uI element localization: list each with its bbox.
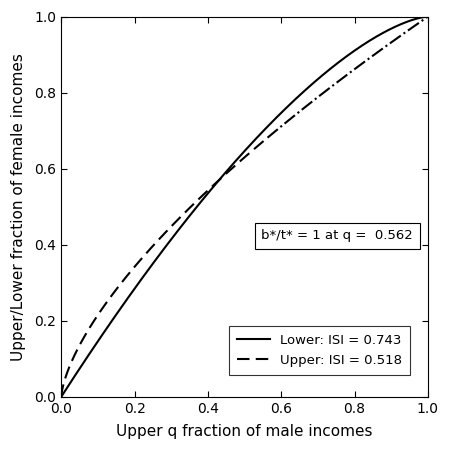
- Legend: Lower: ISI = 0.743, Upper: ISI = 0.518: Lower: ISI = 0.743, Upper: ISI = 0.518: [229, 326, 410, 375]
- Text: b*/t* = 1 at q =  0.562: b*/t* = 1 at q = 0.562: [261, 230, 413, 243]
- X-axis label: Upper q fraction of male incomes: Upper q fraction of male incomes: [117, 424, 373, 439]
- Y-axis label: Upper/Lower fraction of female incomes: Upper/Lower fraction of female incomes: [11, 53, 26, 360]
